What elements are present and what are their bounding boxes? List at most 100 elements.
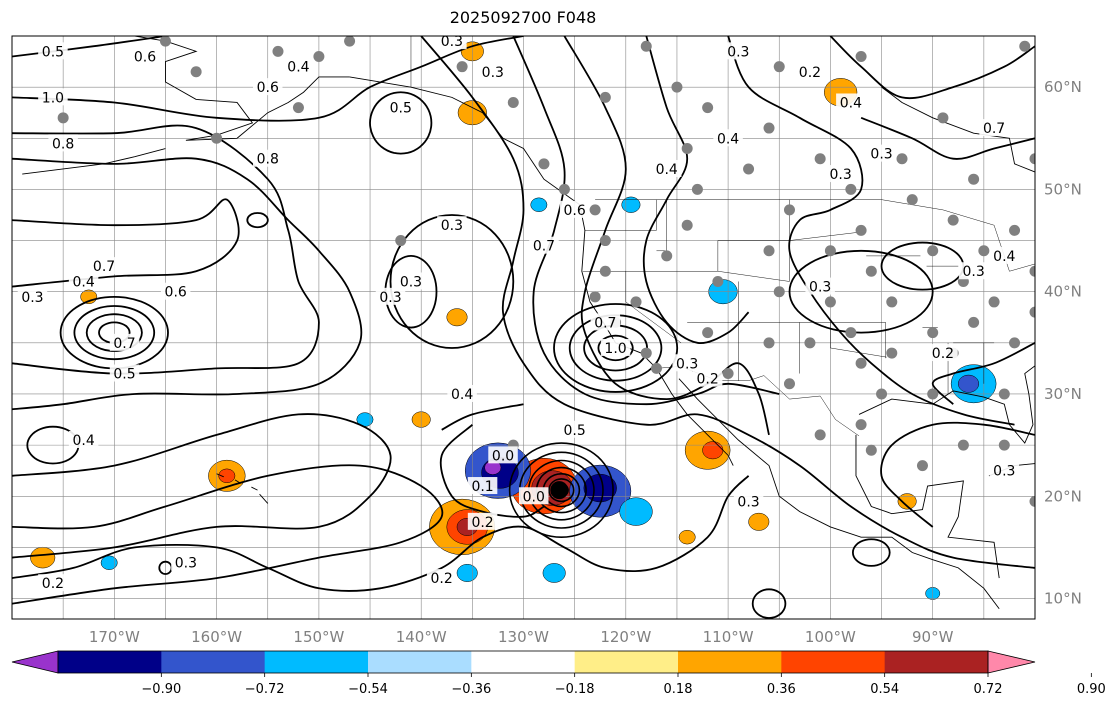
contour-label-bg [672,354,702,372]
contour-label-bg [836,93,866,111]
colorbar-tick-label: 0.72 [974,682,1003,697]
contour-label-bg [385,98,416,116]
contour-label: 0.4 [656,162,678,178]
contour-label-bg [825,165,856,183]
contour-label-bg [529,236,559,254]
station-dot [640,347,652,359]
station-dot [650,362,662,374]
station-dot [855,224,867,236]
contour-line [59,295,169,370]
station-dot [1029,153,1035,165]
contour-label-bg [559,200,590,218]
contour-line [12,413,392,559]
contour-line [563,36,770,436]
contour-label: 0.3 [441,34,463,50]
contour-lines [12,36,1035,619]
contour-label: 0.7 [594,315,616,331]
contour-label-bg [396,272,426,290]
contour-label: 0.3 [993,464,1015,480]
station-dot [814,153,826,165]
contour-line [751,588,787,619]
station-dot [947,214,959,226]
latitude-tick-label: 60°N [1044,78,1082,96]
station-dot [763,245,775,257]
station-dot [814,429,826,441]
contour-label: 0.2 [471,515,493,531]
shaded-cell [958,374,979,393]
station-dot [1019,40,1031,52]
contour-label-bg [989,246,1020,264]
contour-label-bg [866,144,897,162]
contour-label: 0.0 [523,489,545,505]
station-dot [313,50,325,62]
coastline [881,86,1035,173]
map-title: 2025092700 F048 [449,8,597,27]
contour-label-bg [38,574,68,592]
contour-label-bg [795,62,825,80]
station-dot [927,388,939,400]
station-dot [824,245,836,257]
station-dot [589,204,601,216]
contour-line [12,36,166,58]
contour-label-bg [590,313,621,331]
contour-line [369,91,433,155]
contour-label-bg [600,338,631,356]
contour-label-bg [437,36,467,50]
contour-line [860,116,1035,160]
longitude-tick-label: 130°W [498,628,549,646]
contour-label-bg [130,47,160,65]
shaded-cell [678,529,696,545]
station-dot [896,153,908,165]
contour-label-bg [692,369,723,387]
longitude-tick-label: 150°W [293,628,344,646]
contour-label-bg [68,272,99,290]
station-dot [702,327,714,339]
station-dot [855,357,867,369]
contour-label-bg [651,159,682,177]
contour-label-bg [17,287,48,305]
contour-label: 0.0 [492,448,514,464]
contour-labels: 0.5 0.61.00.80.70.30.40.60.70.50.40.60.40… [17,34,1020,592]
contour-label-bg [38,88,68,106]
contour-line [12,124,320,375]
station-dot [937,112,949,124]
colorbar-segment [368,651,472,673]
contour-label-bg [713,129,743,147]
station-dot [702,102,714,114]
contour-line [829,36,1035,100]
contour-label: 0.3 [676,356,698,372]
contour-line [880,421,1035,528]
longitude-tick-label: 90°W [912,628,954,646]
contour-label-bg [559,420,590,438]
contour-label: 0.7 [533,239,555,255]
contour-line [788,249,934,334]
station-dot [906,194,918,206]
station-dot [845,183,857,195]
contour-label-bg [979,119,1009,137]
contour-label: 0.3 [21,290,43,306]
station-dot [886,347,898,359]
latitude-tick-label: 10°N [1044,590,1082,608]
coastline [855,434,1000,579]
contour-label: 0.4 [993,249,1015,265]
contour-label: 0.7 [93,259,115,275]
contour-line [12,36,524,122]
contour-line [568,314,663,382]
contour-label-bg [958,262,989,280]
contour-label: 0.2 [697,372,719,388]
station-dot [968,173,980,185]
contour-label: 0.5 [390,101,412,117]
station-dot [988,296,1000,308]
colorbar-tick-label: −0.36 [451,682,491,697]
contour-line [420,36,1035,569]
shaded-cell [446,308,468,327]
station-dot [599,265,611,277]
station-dot [968,316,980,328]
shaded-cell [621,196,641,213]
contour-line [512,36,780,406]
shaded-cell [897,493,917,510]
station-dot [804,337,816,349]
contour-line [246,212,269,229]
contour-label-bg [68,431,99,449]
contour-label-bg [989,461,1020,479]
